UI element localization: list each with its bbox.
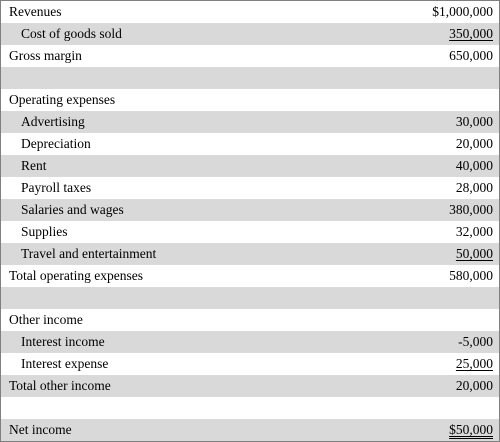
row-amount: 20,000 [455,378,493,393]
row-net-income: Net income $50,000 [1,419,499,441]
row-label: Salaries and wages [21,202,124,217]
row-amount: 650,000 [449,48,493,63]
row-interest-expense: Interest expense 25,000 [1,353,499,375]
row-spacer [1,287,499,309]
row-amount: 380,000 [449,202,493,217]
row-revenues: Revenues $1,000,000 [1,1,499,23]
row-label: Depreciation [21,136,91,151]
row-label: Total other income [9,378,111,393]
row-amount: $1,000,000 [432,4,493,19]
row-label: Interest expense [21,356,109,371]
row-label: Interest income [21,334,105,349]
row-payroll-taxes: Payroll taxes 28,000 [1,177,499,199]
row-rent: Rent 40,000 [1,155,499,177]
row-interest-income: Interest income -5,000 [1,331,499,353]
row-amount: 28,000 [455,180,493,195]
row-amount: 40,000 [455,158,493,173]
row-label: Gross margin [9,48,82,63]
row-amount: 32,000 [455,224,493,239]
row-travel-and-entertainment: Travel and entertainment 50,000 [1,243,499,265]
row-label: Revenues [9,4,62,19]
section-heading: Other income [9,312,83,327]
row-label: Supplies [21,224,68,239]
row-label: Net income [9,422,72,437]
row-label: Payroll taxes [21,180,92,195]
row-amount: 30,000 [455,114,493,129]
row-advertising: Advertising 30,000 [1,111,499,133]
row-spacer [1,67,499,89]
row-label: Travel and entertainment [21,246,157,261]
row-depreciation: Depreciation 20,000 [1,133,499,155]
row-amount: 580,000 [449,268,493,283]
row-label: Advertising [21,114,85,129]
row-total-other-income: Total other income 20,000 [1,375,499,397]
row-amount: $50,000 [449,422,493,437]
row-label: Rent [21,158,47,173]
row-gross-margin: Gross margin 650,000 [1,45,499,67]
section-heading: Operating expenses [9,92,116,107]
row-label: Cost of goods sold [21,26,122,41]
row-amount: 25,000 [455,356,493,371]
row-cost-of-goods-sold: Cost of goods sold 350,000 [1,23,499,45]
row-total-operating-expenses: Total operating expenses 580,000 [1,265,499,287]
row-operating-expenses-header: Operating expenses [1,89,499,111]
row-label: Total operating expenses [9,268,144,283]
row-amount: 20,000 [455,136,493,151]
row-spacer [1,397,499,419]
row-other-income-header: Other income [1,309,499,331]
row-supplies: Supplies 32,000 [1,221,499,243]
row-amount: 350,000 [449,26,493,41]
row-salaries-and-wages: Salaries and wages 380,000 [1,199,499,221]
row-amount: 50,000 [455,246,493,261]
row-amount: -5,000 [458,334,493,349]
